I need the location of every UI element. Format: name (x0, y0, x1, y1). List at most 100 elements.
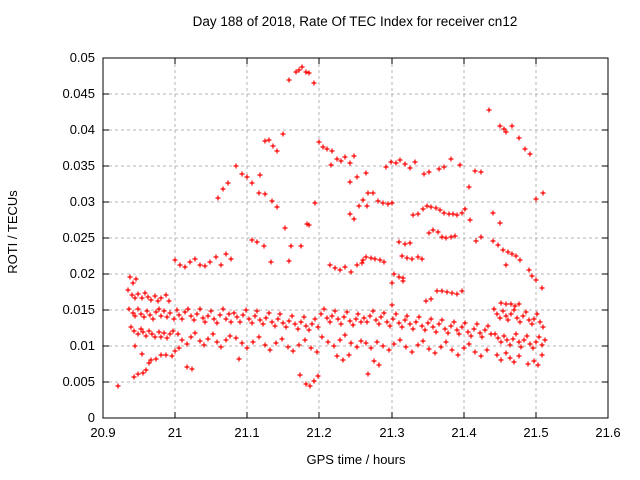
data-point-marker (361, 315, 367, 321)
data-point-marker (370, 308, 376, 314)
data-point-marker (443, 339, 449, 345)
data-point-marker (135, 371, 141, 377)
data-point-marker (491, 306, 497, 312)
y-tick-label: 0.05 (70, 50, 95, 65)
data-point-marker (316, 139, 322, 145)
data-point-marker (228, 319, 234, 325)
data-point-marker (535, 362, 541, 368)
data-point-marker (164, 314, 170, 320)
data-point-marker (459, 210, 465, 216)
data-point-marker (516, 339, 522, 345)
data-point-marker (497, 315, 503, 321)
data-point-marker (191, 317, 197, 323)
data-point-marker (129, 292, 135, 298)
data-point-marker (332, 265, 338, 271)
data-point-marker (461, 345, 467, 351)
data-point-marker (132, 295, 138, 301)
data-point-marker (407, 321, 413, 327)
data-point-marker (439, 234, 445, 240)
data-point-marker (177, 262, 183, 268)
data-point-marker (138, 311, 144, 317)
data-point-marker (169, 353, 175, 359)
data-point-marker (536, 334, 542, 340)
data-point-marker (494, 311, 500, 317)
data-point-marker (214, 320, 220, 326)
data-point-marker (166, 298, 172, 304)
data-point-marker (250, 339, 256, 345)
data-point-marker (396, 320, 402, 326)
data-point-marker (249, 320, 255, 326)
data-point-marker (202, 263, 208, 269)
data-point-marker (140, 329, 146, 335)
data-point-marker (416, 314, 422, 320)
data-point-marker (334, 353, 340, 359)
data-point-marker (213, 254, 219, 260)
data-point-marker (391, 341, 397, 347)
data-point-marker (127, 274, 133, 280)
data-point-marker (179, 316, 185, 322)
data-point-marker (208, 308, 214, 314)
data-point-marker (314, 349, 320, 355)
data-point-marker (338, 158, 344, 164)
data-point-marker (192, 256, 198, 262)
data-point-marker (303, 323, 309, 329)
data-point-marker (341, 314, 347, 320)
data-point-marker (428, 296, 434, 302)
data-point-marker (342, 264, 348, 270)
data-point-marker (426, 346, 432, 352)
data-point-marker (296, 67, 302, 73)
data-point-marker (252, 313, 258, 319)
data-point-marker (175, 331, 181, 337)
data-point-marker (239, 340, 245, 346)
data-point-marker (286, 258, 292, 264)
data-point-marker (511, 307, 517, 313)
data-point-marker (448, 234, 454, 240)
data-point-marker (210, 331, 216, 337)
data-point-marker (467, 217, 473, 223)
data-point-marker (534, 311, 540, 317)
data-point-marker (449, 290, 455, 296)
data-point-marker (509, 123, 515, 129)
data-point-marker (531, 316, 537, 322)
data-point-marker (508, 301, 514, 307)
data-point-marker (331, 343, 337, 349)
data-point-marker (465, 329, 471, 335)
data-point-marker (387, 323, 393, 329)
data-point-marker (530, 345, 536, 351)
data-point-marker (415, 211, 421, 217)
data-point-marker (539, 342, 545, 348)
x-tick-label: 21.5 (523, 425, 548, 440)
data-point-marker (388, 159, 394, 165)
data-point-marker (420, 338, 426, 344)
data-point-marker (143, 367, 149, 373)
data-point-marker (507, 342, 513, 348)
data-point-marker (501, 333, 507, 339)
data-point-marker (262, 138, 268, 144)
data-point-marker (478, 169, 484, 175)
data-point-marker (473, 238, 479, 244)
data-point-marker (269, 198, 275, 204)
data-point-marker (337, 267, 343, 273)
data-point-marker (397, 157, 403, 163)
data-point-marker (176, 312, 182, 318)
data-point-marker (215, 195, 221, 201)
data-point-marker (144, 308, 150, 314)
data-point-marker (381, 259, 387, 265)
data-point-marker (218, 344, 224, 350)
data-point-marker (471, 326, 477, 332)
data-point-marker (148, 297, 154, 303)
data-point-marker (510, 336, 516, 342)
data-point-marker (486, 107, 492, 113)
plot-border (102, 57, 609, 419)
data-point-marker (303, 381, 309, 387)
data-point-marker (492, 331, 498, 337)
data-point-marker (459, 288, 465, 294)
data-point-marker (421, 171, 427, 177)
data-point-marker (329, 313, 335, 319)
data-point-marker (360, 197, 366, 203)
data-point-marker (234, 314, 240, 320)
data-point-marker (371, 358, 377, 364)
data-point-marker (167, 331, 173, 337)
plot-area: 20.9 21 21.1 21.2 21.3 21.4 21.5 21.6 0 0.005 0.01… (62, 50, 620, 440)
data-point-marker (454, 327, 460, 333)
